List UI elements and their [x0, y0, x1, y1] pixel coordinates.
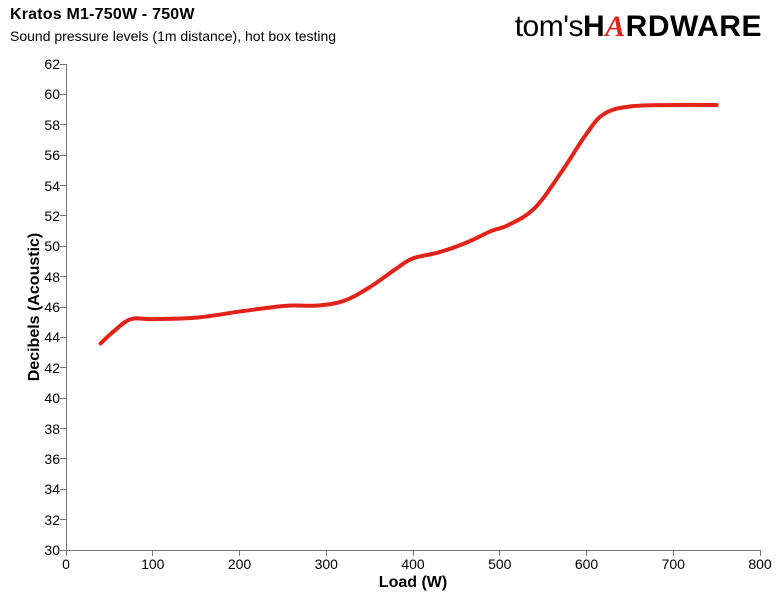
- series-line: [0, 0, 776, 593]
- chart-container: Kratos M1-750W - 750W Sound pressure lev…: [0, 0, 776, 593]
